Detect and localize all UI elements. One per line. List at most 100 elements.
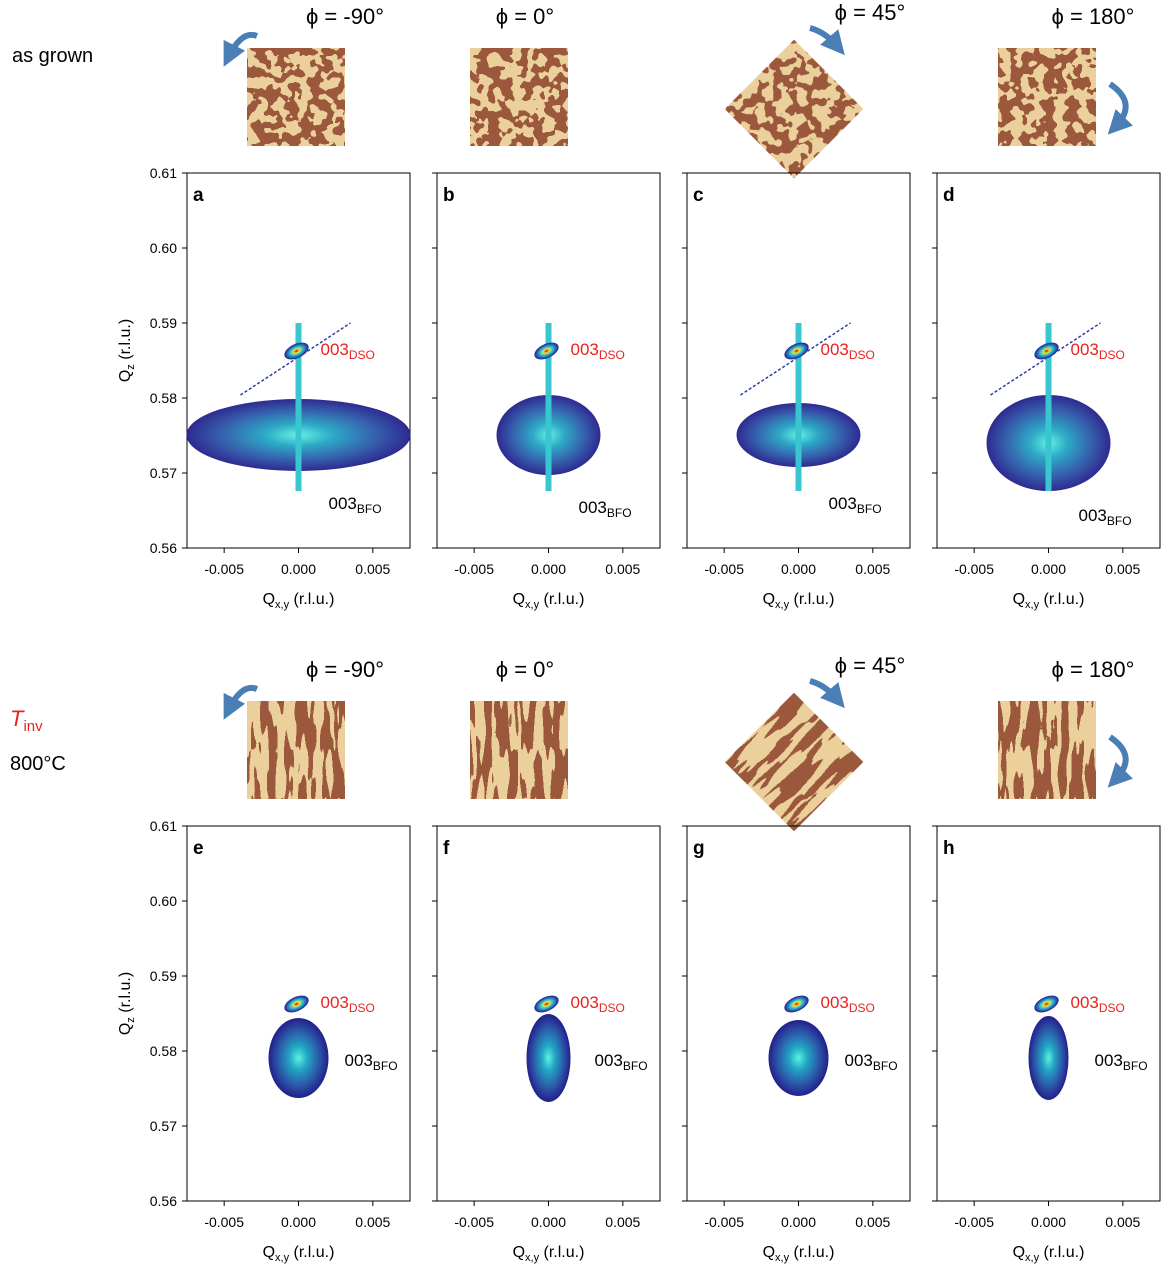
plot-frame [686, 825, 911, 1202]
peak-label: 003BFO [595, 1051, 648, 1073]
peak-label: 003DSO [571, 993, 625, 1015]
rotation-arrow [223, 685, 259, 720]
film-rod [1045, 323, 1052, 491]
x-tick-label: 0.000 [531, 561, 566, 577]
x-axis-label-sub: x,y [275, 1252, 290, 1264]
x-axis-label: Qx,y (r.l.u.) [1013, 1244, 1085, 1264]
x-tick-label: 0.000 [1031, 1214, 1066, 1230]
film-rod [295, 323, 302, 491]
y-axis-label-suffix: (r.l.u.) [117, 319, 134, 364]
x-tick-label: 0.000 [781, 1214, 816, 1230]
afm-square [247, 701, 345, 799]
afm-image [724, 692, 864, 832]
panel-letter: h [943, 838, 955, 859]
x-tick-label: 0.005 [605, 1214, 640, 1230]
peak-label: 003DSO [321, 993, 375, 1015]
y-axis-label-main: Q [117, 1023, 134, 1035]
film-peak [1028, 1016, 1069, 1100]
x-tick-label: 0.005 [355, 561, 390, 577]
afm-square [724, 39, 864, 179]
peak-label-main: 003 [571, 340, 599, 359]
substrate-peak [1034, 342, 1059, 360]
phi-label: ϕ = 0° [496, 657, 554, 682]
y-tick-label: 0.61 [150, 165, 177, 181]
peak-label-main: 003 [1071, 340, 1099, 359]
y-tick-label: 0.57 [150, 465, 177, 481]
afm-image [470, 48, 568, 146]
peak-label: 003DSO [1071, 993, 1125, 1015]
panel-letter: b [443, 185, 455, 206]
substrate-peak [1034, 995, 1059, 1013]
peak-label: 003DSO [821, 993, 875, 1015]
phi-label: ϕ = 45° [835, 653, 906, 678]
film-rod [795, 323, 802, 491]
peak-label-sub: DSO [1099, 1001, 1125, 1015]
x-axis-label-suffix: (r.l.u.) [289, 1244, 334, 1261]
x-tick-label: 0.005 [1105, 561, 1140, 577]
afm-square [998, 701, 1096, 799]
peak-label-main: 003 [571, 993, 599, 1012]
peak-label-main: 003 [329, 494, 357, 513]
x-tick-label: 0.005 [1105, 1214, 1140, 1230]
y-tick-label: 0.59 [150, 315, 177, 331]
peak-label: 003BFO [1079, 506, 1132, 528]
y-tick-label: 0.59 [150, 968, 177, 984]
peak-label-sub: DSO [599, 1001, 625, 1015]
x-axis-label-main: Q [263, 591, 275, 608]
peak-label-sub: BFO [857, 502, 882, 516]
film-peak [768, 1020, 829, 1096]
peak-label-sub: DSO [349, 1001, 375, 1015]
x-axis-label-sub: x,y [775, 599, 790, 611]
x-tick-label: 0.005 [855, 561, 890, 577]
peak-label-sub: BFO [1123, 1059, 1148, 1073]
substrate-peak [784, 342, 809, 360]
plot-frame [436, 825, 661, 1202]
phi-label: ϕ = 180° [1052, 657, 1135, 682]
x-axis-label: Qx,y (r.l.u.) [1013, 591, 1085, 611]
peak-label-main: 003 [321, 340, 349, 359]
panel-letter: a [193, 185, 204, 206]
peak-label-sub: DSO [849, 1001, 875, 1015]
x-tick-label: 0.000 [781, 561, 816, 577]
x-axis-label: Qx,y (r.l.u.) [763, 1244, 835, 1264]
rotation-arrow [223, 32, 259, 67]
x-axis-label-suffix: (r.l.u.) [1039, 591, 1084, 608]
peak-label-main: 003 [579, 498, 607, 517]
y-tick-label: 0.56 [150, 1193, 177, 1209]
peak-label-sub: BFO [607, 506, 632, 520]
panel-letter: c [693, 185, 704, 206]
x-tick-label: -0.005 [954, 1214, 994, 1230]
afm-image [998, 701, 1096, 799]
peak-label: 003BFO [329, 494, 382, 516]
film-peak [526, 1014, 571, 1102]
peak-label: 003DSO [1071, 340, 1125, 362]
x-axis-label: Qx,y (r.l.u.) [513, 1244, 585, 1264]
x-axis-label-sub: x,y [525, 599, 540, 611]
peak-label-main: 003 [345, 1051, 373, 1070]
x-axis-label-sub: x,y [1025, 599, 1040, 611]
afm-image [247, 48, 345, 146]
x-tick-label: -0.005 [954, 561, 994, 577]
x-axis-label-main: Q [763, 591, 775, 608]
substrate-peak [534, 995, 559, 1013]
peak-label-main: 003 [829, 494, 857, 513]
rotation-arrow [809, 25, 845, 56]
y-axis-label-suffix: (r.l.u.) [117, 972, 134, 1017]
row-label: Tinv [10, 706, 43, 735]
plot-frame [186, 825, 411, 1202]
peak-label: 003BFO [845, 1051, 898, 1073]
phi-label: ϕ = 0° [496, 4, 554, 29]
rotation-arrow [1107, 81, 1133, 135]
y-tick-label: 0.58 [150, 390, 177, 406]
x-axis-label: Qx,y (r.l.u.) [513, 591, 585, 611]
panel-letter: e [193, 838, 204, 859]
x-axis-label-suffix: (r.l.u.) [789, 1244, 834, 1261]
afm-square [470, 701, 568, 799]
x-axis-label-suffix: (r.l.u.) [539, 591, 584, 608]
peak-label: 003DSO [571, 340, 625, 362]
x-axis-label-suffix: (r.l.u.) [289, 591, 334, 608]
y-axis-label: Qz (r.l.u.) [117, 972, 137, 1035]
afm-square [724, 692, 864, 832]
peak-label-sub: DSO [349, 348, 375, 362]
afm-square [247, 48, 345, 146]
